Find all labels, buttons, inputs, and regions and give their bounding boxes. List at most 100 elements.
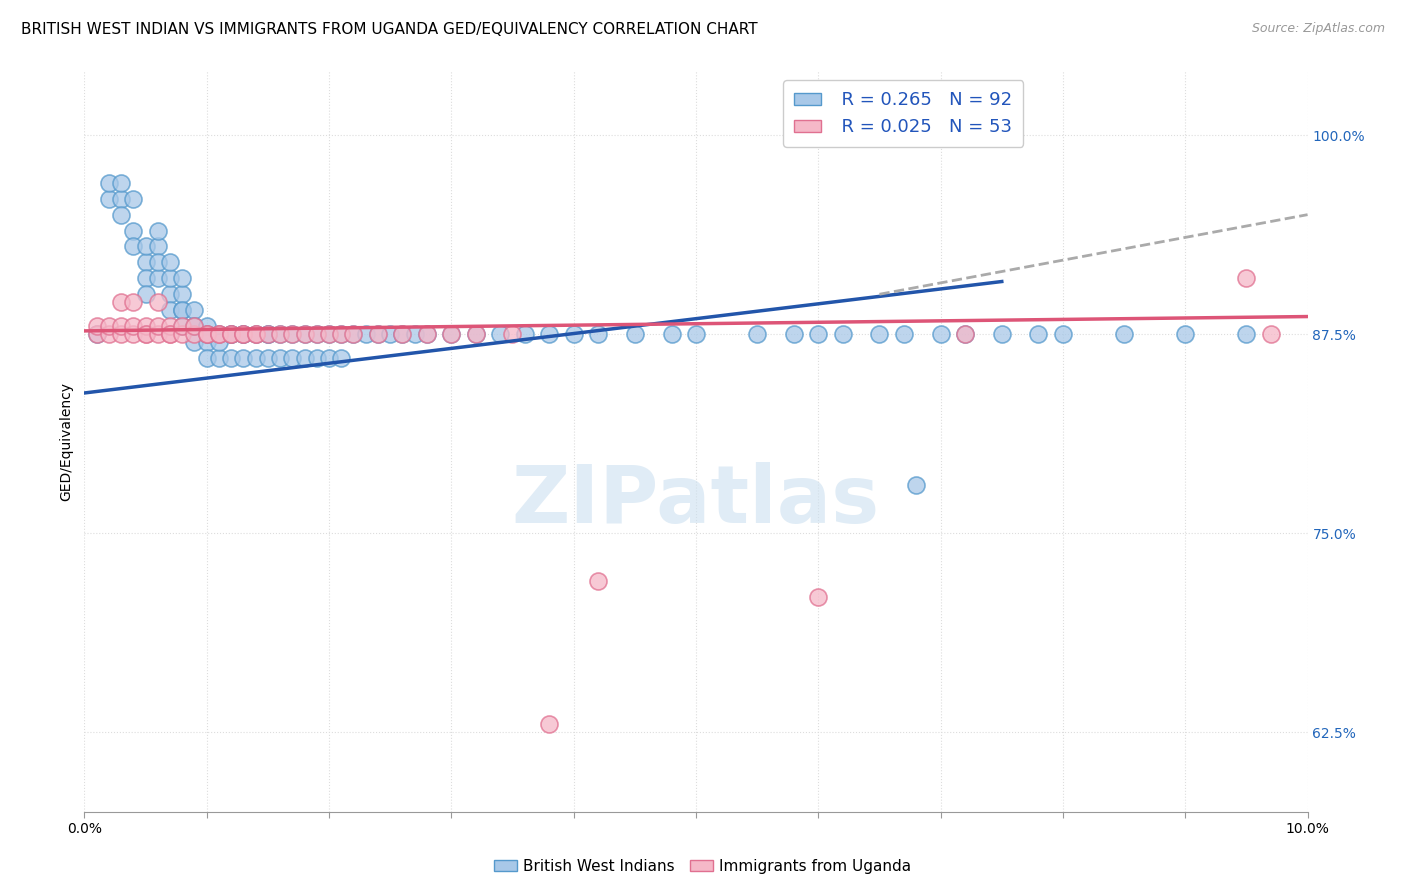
Point [219,327,242,342]
Point [110,327,132,342]
Point [135,255,157,269]
Point [586,574,609,588]
Point [269,351,291,365]
Point [464,327,486,342]
Point [318,327,340,342]
Point [195,327,218,342]
Point [159,327,181,342]
Text: Source: ZipAtlas.com: Source: ZipAtlas.com [1251,22,1385,36]
Point [110,192,132,206]
Point [257,327,280,342]
Point [305,327,328,342]
Point [146,255,169,269]
Point [195,327,218,342]
Point [172,327,194,342]
Point [219,351,242,365]
Point [110,208,132,222]
Point [86,327,108,342]
Point [122,295,145,310]
Point [380,327,402,342]
Point [146,295,169,310]
Point [953,327,976,342]
Point [232,327,254,342]
Point [195,327,218,342]
Point [146,239,169,253]
Point [146,271,169,285]
Point [416,327,439,342]
Point [294,351,316,365]
Point [807,590,830,604]
Point [122,223,145,237]
Point [440,327,463,342]
Point [269,327,291,342]
Point [232,327,254,342]
Point [97,327,120,342]
Point [183,303,205,318]
Point [110,319,132,334]
Point [257,327,280,342]
Point [135,239,157,253]
Point [281,351,304,365]
Point [122,327,145,342]
Point [747,327,769,342]
Point [416,327,439,342]
Point [172,271,194,285]
Point [172,303,194,318]
Point [1236,271,1258,285]
Point [245,327,267,342]
Point [159,255,181,269]
Point [122,192,145,206]
Point [538,717,561,731]
Point [893,327,915,342]
Point [1236,327,1258,342]
Point [208,351,231,365]
Point [330,351,353,365]
Point [208,327,231,342]
Point [404,327,426,342]
Legend: British West Indians, Immigrants from Uganda: British West Indians, Immigrants from Ug… [488,853,918,880]
Point [172,287,194,301]
Point [1028,327,1050,342]
Point [159,303,181,318]
Point [135,327,157,342]
Point [538,327,561,342]
Point [318,351,340,365]
Point [86,327,108,342]
Point [159,287,181,301]
Point [281,327,304,342]
Point [232,327,254,342]
Point [281,327,304,342]
Point [232,327,254,342]
Point [135,327,157,342]
Text: BRITISH WEST INDIAN VS IMMIGRANTS FROM UGANDA GED/EQUIVALENCY CORRELATION CHART: BRITISH WEST INDIAN VS IMMIGRANTS FROM U… [21,22,758,37]
Point [1114,327,1136,342]
Point [440,327,463,342]
Point [183,327,205,342]
Point [294,327,316,342]
Point [219,327,242,342]
Point [330,327,353,342]
Point [219,327,242,342]
Point [953,327,976,342]
Point [183,319,205,334]
Point [110,295,132,310]
Point [195,351,218,365]
Point [1260,327,1282,342]
Point [146,319,169,334]
Point [86,319,108,334]
Point [146,223,169,237]
Point [159,327,181,342]
Point [685,327,707,342]
Point [354,327,377,342]
Point [208,334,231,349]
Point [257,327,280,342]
Point [367,327,389,342]
Point [502,327,524,342]
Point [661,327,683,342]
Point [97,192,120,206]
Point [342,327,364,342]
Point [305,351,328,365]
Point [624,327,647,342]
Point [869,327,891,342]
Point [122,239,145,253]
